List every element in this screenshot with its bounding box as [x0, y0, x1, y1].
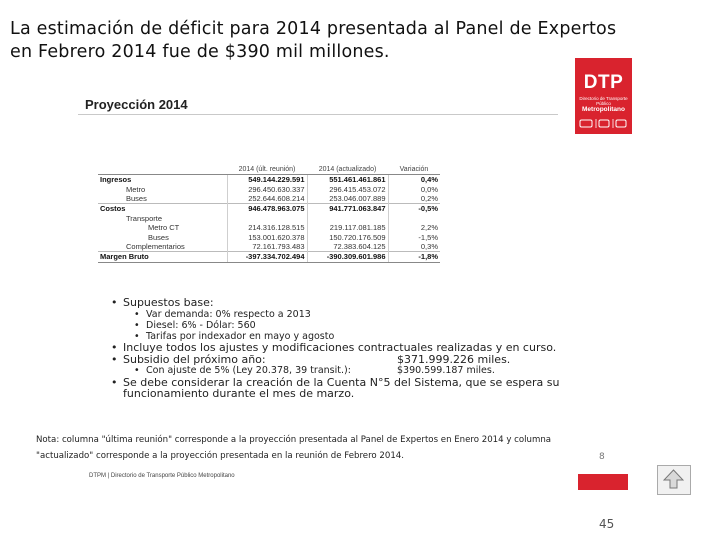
- section-title: Proyección 2014: [85, 97, 188, 112]
- row-variation: [387, 213, 440, 223]
- logo-text: DTP: [583, 72, 624, 93]
- row-variation: 0,3%: [387, 241, 440, 252]
- note-sub-item: Var demanda: 0% respecto a 2013: [108, 309, 568, 320]
- note-supuestos: Supuestos base:: [108, 297, 568, 309]
- row-value-last: -397.334.702.494: [226, 251, 307, 263]
- table-row: Complementarios 72.161.793.483 72.383.60…: [98, 241, 440, 252]
- page-label: 8: [599, 452, 605, 462]
- table-row: Transporte: [98, 213, 440, 223]
- header-updated: 2014 (actualizado): [307, 164, 388, 175]
- row-label: Buses: [126, 193, 147, 203]
- note-sub-item: Diesel: 6% - Dólar: 560: [108, 320, 568, 331]
- row-label: Complementarios: [126, 241, 185, 251]
- row-label: Metro: [126, 184, 146, 194]
- row-value-updated: 72.383.604.125: [306, 241, 388, 252]
- row-label: Metro CT: [148, 223, 180, 233]
- row-value-last: [226, 213, 307, 223]
- footnote: Nota: columna "última reunión" correspon…: [36, 432, 596, 464]
- footnote-line: "actualizado" corresponde a la proyecció…: [36, 451, 405, 461]
- table-row: Ingresos 549.144.229.591 551.461.461.861…: [98, 174, 440, 185]
- row-value-updated: 941.771.063.847: [306, 203, 388, 214]
- row-value-last: 296.450.630.337: [226, 184, 307, 194]
- row-label: Transporte: [126, 213, 162, 223]
- logo-metro: Metropolitano: [582, 106, 625, 113]
- row-variation: -0,5%: [387, 203, 440, 214]
- footer-logo: DTPM | Directorio de Transporte Público …: [89, 473, 235, 479]
- row-value-last: 549.144.229.591: [226, 174, 307, 185]
- notes-list: Supuestos base: Var demanda: 0% respecto…: [108, 297, 568, 400]
- arrow-up-icon: [662, 469, 685, 489]
- row-value-last: 252.644.608.214: [226, 193, 307, 204]
- note-ajustes: Incluye todos los ajustes y modificacion…: [108, 342, 568, 354]
- row-value-updated: [306, 213, 388, 223]
- page-number: 45: [599, 517, 615, 531]
- row-value-updated: -390.309.601.986: [306, 251, 388, 263]
- table-row: Metro 296.450.630.337 296.415.453.072 0,…: [98, 184, 440, 194]
- note-cuenta: Se debe considerar la creación de la Cue…: [108, 376, 568, 400]
- row-value-updated: 253.046.007.889: [306, 193, 388, 204]
- row-variation: 0,2%: [387, 193, 440, 204]
- projection-table: 2014 (últ. reunión) 2014 (actualizado) V…: [98, 164, 440, 263]
- row-variation: 0,4%: [387, 174, 440, 185]
- note-sub-item: Tarifas por indexador en mayo y agosto: [108, 331, 568, 342]
- row-variation: -1,8%: [387, 251, 440, 263]
- header-variation: Variación: [388, 164, 440, 175]
- subsidio-value: $371.999.226 miles.: [397, 352, 511, 366]
- row-value-updated: 150.720.176.509: [306, 232, 388, 242]
- row-value-last: 214.316.128.515: [226, 222, 307, 233]
- table-row: Metro CT 214.316.128.515 219.117.081.185…: [98, 222, 440, 233]
- header-label: [98, 164, 227, 175]
- row-variation: 2,2%: [387, 222, 440, 233]
- note-ajuste: Con ajuste de 5% (Ley 20.378, 39 transit…: [108, 365, 568, 376]
- row-variation: -1,5%: [387, 232, 440, 242]
- row-value-updated: 219.117.081.185: [306, 222, 388, 233]
- row-label: Ingresos: [100, 175, 132, 185]
- scroll-up-button[interactable]: [657, 465, 691, 495]
- row-value-updated: 296.415.453.072: [306, 184, 388, 194]
- row-label: Margen Bruto: [98, 251, 227, 263]
- row-variation: 0,0%: [387, 184, 440, 194]
- red-bar: [578, 474, 628, 490]
- note-subsidio: Subsidio del próximo año: $371.999.226 m…: [108, 352, 568, 366]
- section-divider: [78, 114, 558, 115]
- ajuste-label: Con ajuste de 5% (Ley 20.378, 39 transit…: [146, 365, 351, 377]
- subsidio-label: Subsidio del próximo año:: [123, 352, 266, 366]
- footnote-line: Nota: columna "última reunión" correspon…: [36, 435, 552, 445]
- header-last-meeting: 2014 (últ. reunión): [227, 164, 307, 175]
- table-row: Costos 946.478.963.075 941.771.063.847 -…: [98, 203, 440, 214]
- slide-title: La estimación de déficit para 2014 prese…: [10, 19, 617, 62]
- row-label: Buses: [148, 232, 169, 242]
- row-value-last: 946.478.963.075: [226, 203, 307, 214]
- table-row: Margen Bruto -397.334.702.494 -390.309.6…: [98, 251, 440, 263]
- ajuste-value: $390.599.187 miles.: [397, 365, 495, 377]
- logo-subtitle: Directorio de Transporte Público: [579, 96, 628, 106]
- row-value-last: 72.161.793.483: [226, 241, 307, 252]
- row-value-last: 153.001.620.378: [226, 232, 307, 242]
- row-label: Costos: [98, 203, 227, 214]
- table-header-row: 2014 (últ. reunión) 2014 (actualizado) V…: [98, 164, 440, 175]
- table-row: Buses 252.644.608.214 253.046.007.889 0,…: [98, 193, 440, 204]
- table-row: Buses 153.001.620.378 150.720.176.509 -1…: [98, 232, 440, 242]
- row-value-updated: 551.461.461.861: [306, 174, 388, 185]
- dtp-logo: DTP Directorio de Transporte Público Met…: [575, 58, 632, 134]
- transport-icons: [579, 119, 627, 128]
